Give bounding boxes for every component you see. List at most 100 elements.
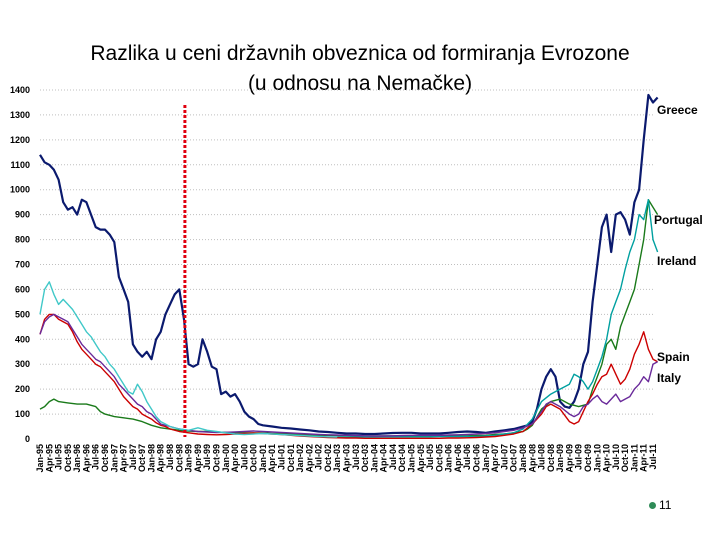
x-tick-label: Apr-09 — [564, 444, 574, 473]
x-tick-label: Oct-10 — [620, 444, 630, 472]
series-line-italy-cyan — [39, 281, 338, 438]
x-tick-label: Jan-08 — [518, 444, 528, 473]
x-tick-label: Jul-98 — [165, 444, 175, 470]
x-tick-label: Jul-05 — [425, 444, 435, 470]
x-tick-label: Apr-07 — [490, 444, 500, 473]
y-tick-label: 1400 — [10, 85, 30, 95]
x-tick-label: Oct-09 — [583, 444, 593, 472]
series-line-spain — [39, 313, 658, 439]
x-tick-label: Jan-10 — [592, 444, 602, 473]
series-line-ireland — [337, 199, 659, 438]
x-tick-label: Jul-99 — [202, 444, 212, 470]
x-tick-label: Oct-01 — [286, 444, 296, 472]
series-label-portugal: Portugal — [654, 213, 703, 227]
x-tick-label: Jul-11 — [648, 444, 658, 470]
x-tick-label: Jul-08 — [537, 444, 547, 470]
series-label-ireland: Ireland — [657, 254, 696, 268]
x-tick-label: Oct-03 — [360, 444, 370, 472]
x-tick-label: Oct-02 — [323, 444, 333, 472]
x-tick-label: Oct-00 — [249, 444, 259, 472]
x-tick-label: Jul-95 — [54, 444, 64, 470]
x-axis-ticks: Jan-95 Apr-95 Jul-95 Oct-95 Jan-96 Apr-96 Jul-… — [35, 444, 658, 473]
x-tick-label: Jul-02 — [314, 444, 324, 470]
x-tick-label: Apr-06 — [453, 444, 463, 473]
x-tick-label: Jan-98 — [146, 444, 156, 473]
x-tick-label: Oct-04 — [397, 444, 407, 472]
chart-title-line2: (u odnosu na Nemačke) — [247, 72, 473, 95]
x-tick-label: Oct-96 — [100, 444, 110, 472]
y-tick-label: 600 — [15, 284, 30, 294]
x-tick-label: Jan-07 — [481, 444, 491, 473]
x-tick-label: Jan-95 — [35, 444, 45, 473]
x-tick-label: Jan-11 — [629, 444, 639, 472]
series-label-greece: Greece — [657, 103, 698, 117]
x-tick-label: Jul-00 — [239, 444, 249, 470]
x-tick-label: Oct-98 — [174, 444, 184, 472]
x-tick-label: Jul-97 — [128, 444, 138, 470]
x-tick-label: Apr-10 — [602, 444, 612, 473]
series-labels: Greece Portugal Ireland Spain Italy — [654, 103, 703, 385]
x-tick-label: Oct-08 — [546, 444, 556, 472]
x-tick-label: Apr-99 — [193, 444, 203, 473]
x-tick-label: Oct-05 — [434, 444, 444, 472]
bullet-dot-icon — [649, 502, 656, 509]
x-tick-label: Jan-00 — [221, 444, 231, 473]
series-lines — [39, 93, 659, 439]
x-tick-label: Oct-07 — [509, 444, 519, 472]
x-tick-label: Jan-96 — [72, 444, 82, 473]
y-tick-label: 800 — [15, 235, 30, 245]
x-tick-label: Apr-08 — [527, 444, 537, 473]
x-tick-label: Apr-00 — [230, 444, 240, 473]
x-tick-label: Jul-06 — [462, 444, 472, 470]
y-tick-label: 1100 — [10, 160, 30, 170]
y-tick-label: 1200 — [10, 135, 30, 145]
series-label-italy: Italy — [657, 371, 681, 385]
x-tick-label: Jan-03 — [332, 444, 342, 473]
y-tick-label: 200 — [15, 384, 30, 394]
x-tick-label: Jul-10 — [611, 444, 621, 470]
x-tick-label: Jan-01 — [258, 444, 268, 473]
x-tick-label: Jul-96 — [91, 444, 101, 470]
x-tick-label: Apr-11 — [639, 444, 649, 472]
x-tick-label: Jan-05 — [407, 444, 417, 473]
page-number: 11 — [659, 498, 672, 512]
x-tick-label: Jul-01 — [276, 444, 286, 470]
x-tick-label: Jan-06 — [444, 444, 454, 473]
x-tick-label: Oct-97 — [137, 444, 147, 472]
y-axis-ticks: 0 100 200 300 400 500 600 700 800 900 1000 1100 1200… — [10, 85, 30, 444]
x-tick-label: Jul-09 — [574, 444, 584, 470]
y-tick-label: 700 — [15, 260, 30, 270]
x-tick-label: Jan-04 — [369, 444, 379, 473]
x-tick-label: Jan-99 — [184, 444, 194, 473]
x-tick-label: Jul-04 — [388, 444, 398, 470]
y-tick-label: 900 — [15, 210, 30, 220]
series-label-spain: Spain — [657, 350, 690, 364]
x-tick-label: Oct-95 — [63, 444, 73, 472]
y-tick-label: 0 — [25, 434, 30, 444]
x-tick-label: Oct-06 — [472, 444, 482, 472]
x-tick-label: Jan-02 — [295, 444, 305, 473]
y-tick-label: 300 — [15, 359, 30, 369]
y-tick-label: 500 — [15, 309, 30, 319]
y-tick-label: 400 — [15, 334, 30, 344]
x-tick-label: Apr-97 — [119, 444, 129, 473]
x-tick-label: Oct-99 — [211, 444, 221, 472]
series-line-greece — [39, 93, 659, 436]
gridlines — [40, 89, 653, 415]
y-tick-label: 1300 — [10, 110, 30, 120]
series-line-italy — [39, 313, 658, 437]
x-tick-label: Jul-07 — [499, 444, 509, 470]
x-tick-label: Apr-05 — [416, 444, 426, 473]
series-line-portugal — [39, 199, 659, 437]
x-tick-label: Jan-09 — [555, 444, 565, 473]
x-tick-label: Jan-97 — [109, 444, 119, 473]
x-tick-label: Apr-96 — [81, 444, 91, 473]
x-tick-label: Apr-03 — [342, 444, 352, 473]
x-tick-label: Apr-95 — [44, 444, 54, 473]
x-tick-label: Jul-03 — [351, 444, 361, 470]
chart-title-line1: Razlika u ceni državnih obveznica od for… — [90, 42, 630, 65]
x-tick-label: Apr-98 — [156, 444, 166, 473]
y-tick-label: 1000 — [10, 185, 30, 195]
x-tick-label: Apr-04 — [379, 444, 389, 473]
